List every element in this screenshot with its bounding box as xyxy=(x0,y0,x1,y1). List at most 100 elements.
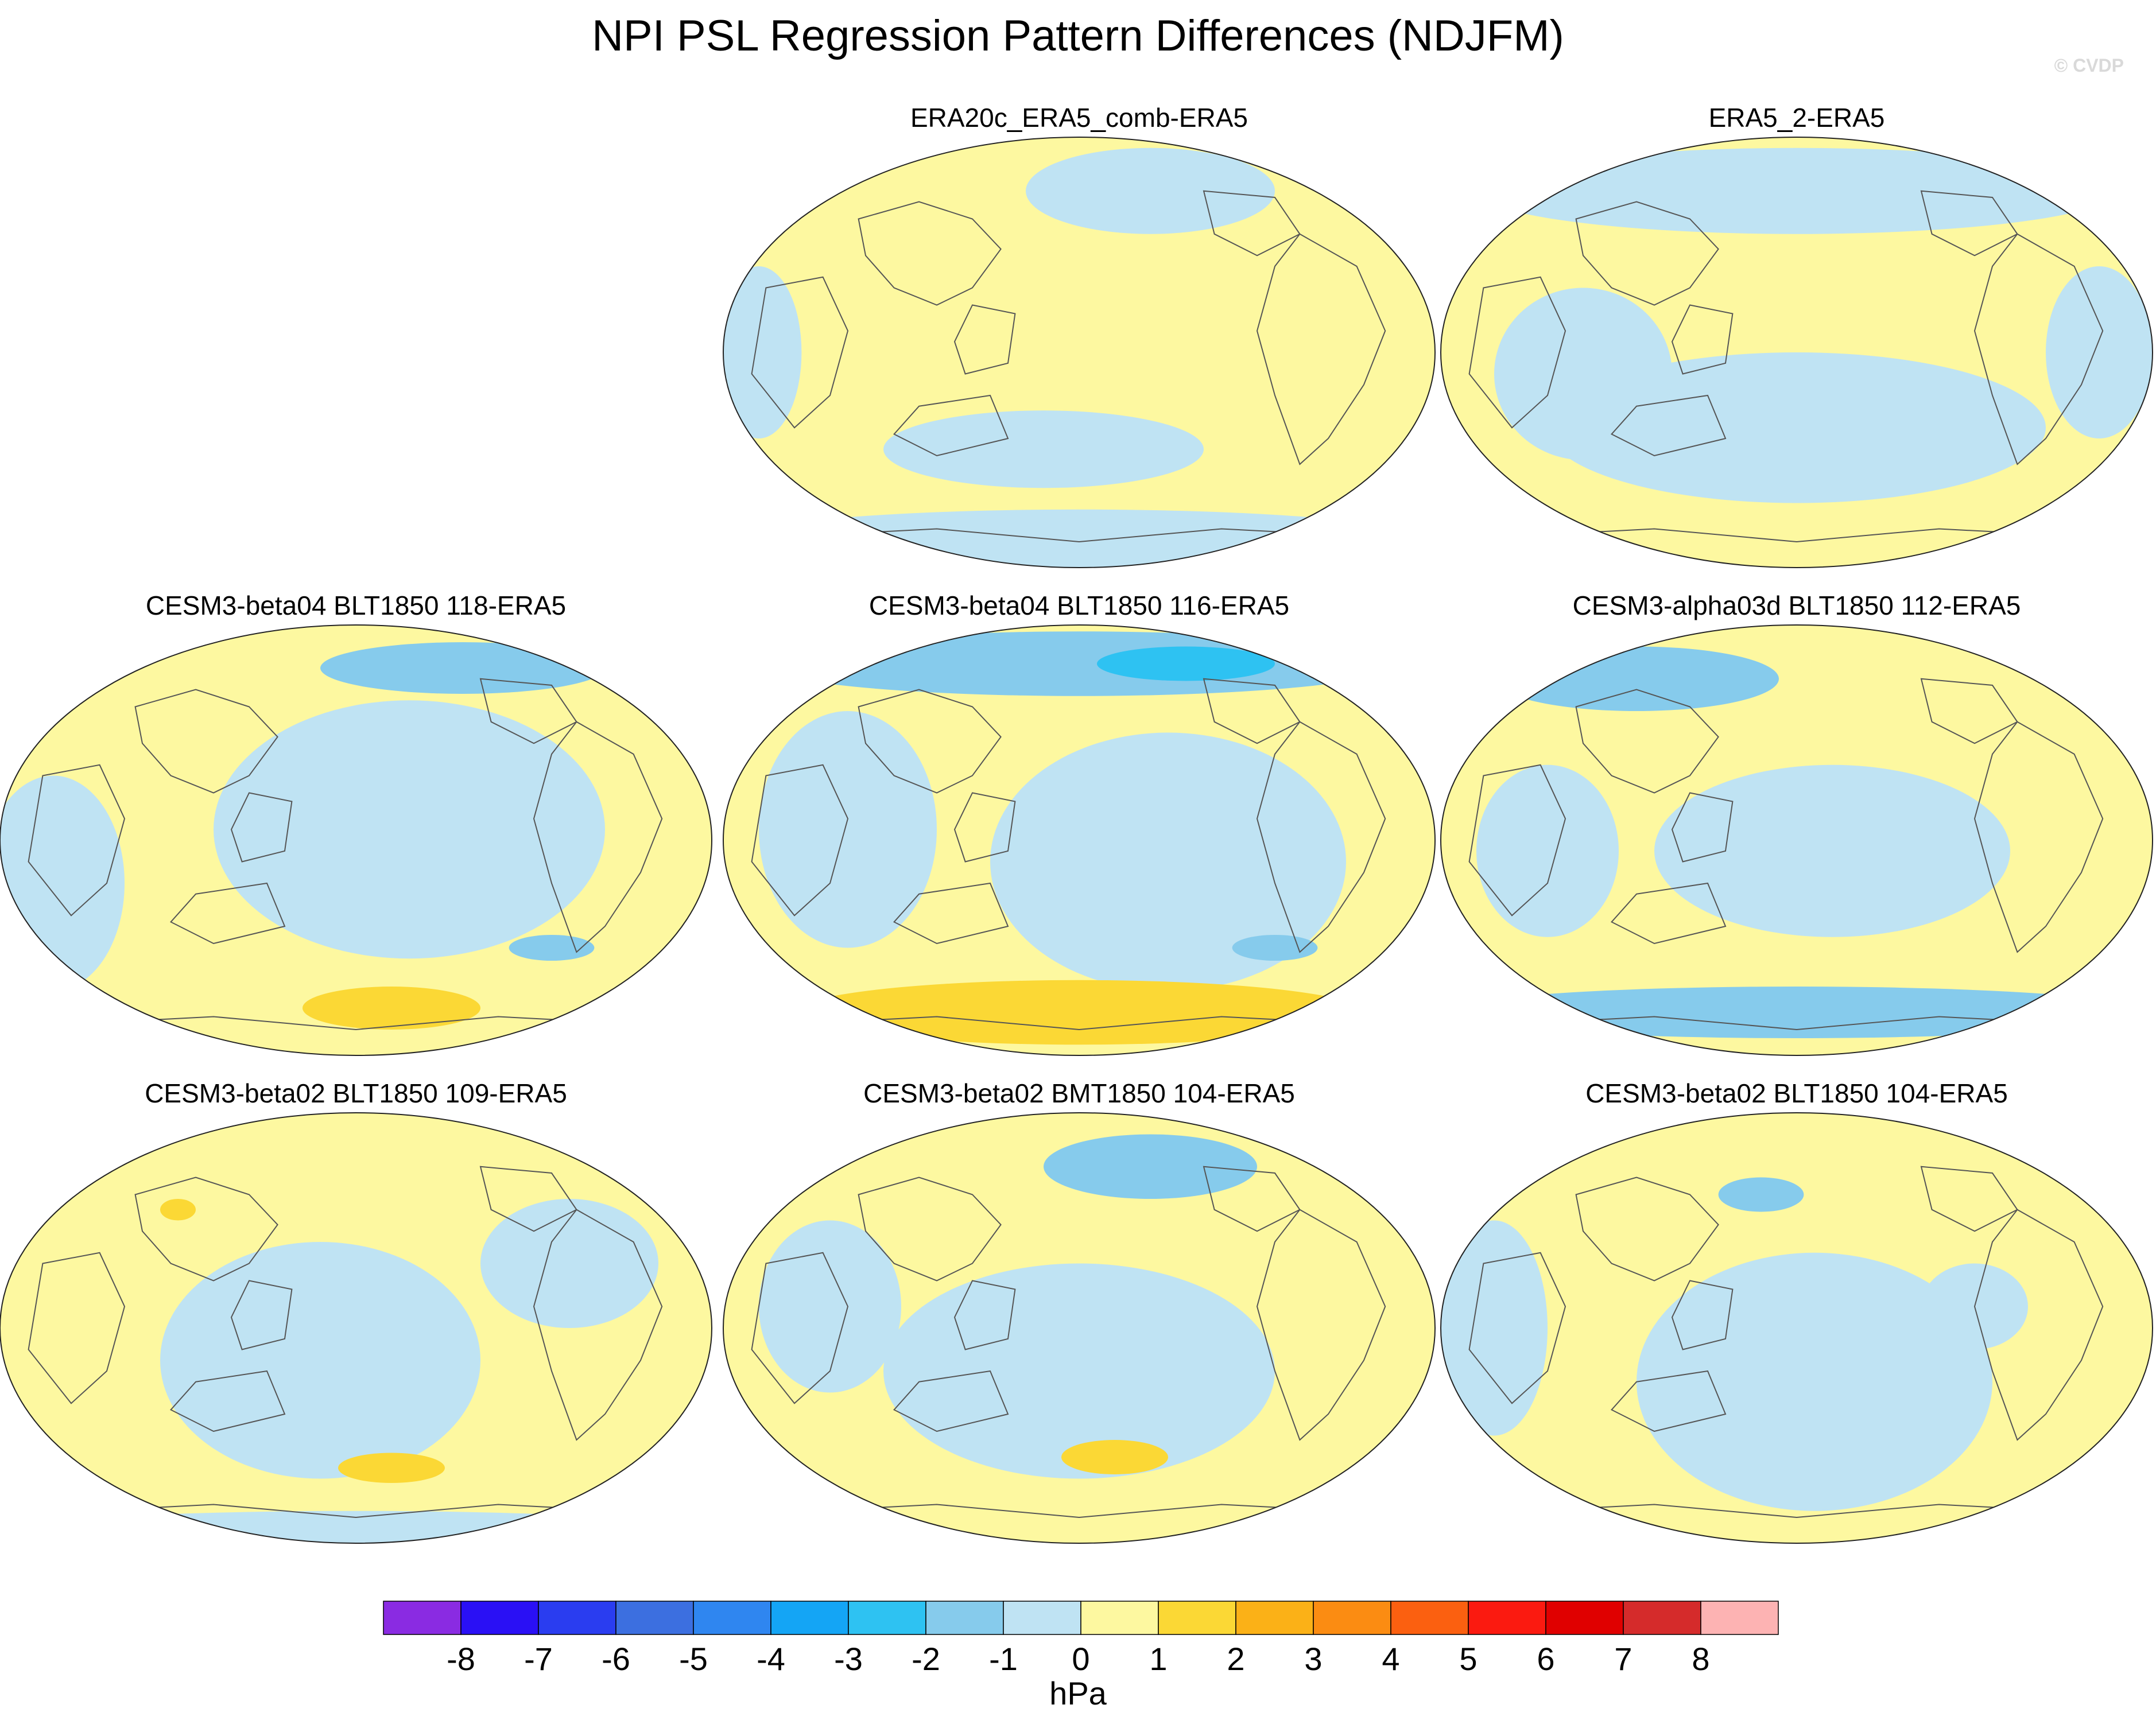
colorbar-swatch xyxy=(1623,1601,1701,1635)
anomaly-region xyxy=(338,1453,445,1483)
coastline xyxy=(953,304,1016,375)
coastline xyxy=(169,882,286,945)
coastline xyxy=(1529,1504,2064,1519)
coastline xyxy=(893,882,1009,945)
coastline xyxy=(134,689,278,794)
colorbar-swatch xyxy=(1158,1601,1236,1635)
coastline xyxy=(893,394,1009,457)
map-panel-7: CESM3-beta02 BMT1850 104-ERA5 xyxy=(723,1078,1436,1544)
coastline xyxy=(1468,764,1566,917)
colorbar-tick-label: -7 xyxy=(524,1641,553,1677)
anomaly-region xyxy=(883,1263,1275,1479)
coastline xyxy=(1203,678,1301,744)
anomaly-region xyxy=(1061,1440,1168,1474)
colorbar-swatch xyxy=(693,1601,771,1635)
panel-title: ERA20c_ERA5_comb-ERA5 xyxy=(910,103,1248,133)
coastline xyxy=(28,764,126,917)
anomaly-region xyxy=(1044,1134,1257,1199)
colorbar-swatch xyxy=(538,1601,616,1635)
anomaly-region xyxy=(990,732,1346,991)
panel-title: CESM3-beta04 BLT1850 116-ERA5 xyxy=(869,591,1289,620)
coastline xyxy=(858,201,1002,306)
coastline xyxy=(88,1016,623,1031)
colorbar-swatch xyxy=(615,1601,694,1635)
coastline xyxy=(479,678,577,744)
coastline xyxy=(751,1252,849,1404)
anomaly-region xyxy=(1476,764,1619,937)
coastline xyxy=(1671,792,1734,863)
coastline xyxy=(533,1209,663,1441)
coastline xyxy=(953,1280,1016,1350)
colorbar-swatch xyxy=(848,1601,926,1635)
colorbar-tick-label: 4 xyxy=(1382,1641,1399,1677)
anomaly-region xyxy=(1548,352,2046,503)
panel-title: CESM3-beta02 BMT1850 104-ERA5 xyxy=(863,1078,1295,1108)
colorbar-tick-label: -5 xyxy=(679,1641,708,1677)
map-border xyxy=(1440,1112,2153,1544)
anomaly-region xyxy=(1441,1220,1548,1436)
colorbar-swatch xyxy=(1235,1601,1314,1635)
coastline xyxy=(1529,528,2064,543)
coastline xyxy=(812,1016,1347,1031)
map-panel-5: CESM3-alpha03d BLT1850 112-ERA5 xyxy=(1440,591,2153,1056)
anomaly-region xyxy=(759,631,1399,696)
coastline xyxy=(812,528,1347,543)
coastline xyxy=(1610,1370,1727,1432)
coastline xyxy=(953,792,1016,863)
colorbar-tick-label: 6 xyxy=(1537,1641,1554,1677)
colorbar-swatch xyxy=(460,1601,539,1635)
coastline xyxy=(1973,721,2104,953)
coastline xyxy=(1671,1280,1734,1350)
anomaly-region xyxy=(1441,987,2153,1038)
map-border xyxy=(0,624,712,1056)
anomaly-region xyxy=(883,410,1204,488)
coastline xyxy=(1610,882,1727,945)
map-border xyxy=(0,1112,712,1544)
map-panel-8: CESM3-beta02 BLT1850 104-ERA5 xyxy=(1440,1078,2153,1544)
colorbar-tick-label: 7 xyxy=(1614,1641,1632,1677)
coastline xyxy=(1610,394,1727,457)
colorbar-tick-label: 1 xyxy=(1149,1641,1167,1677)
coastline xyxy=(1920,678,2018,744)
colorbar-units-label: hPa xyxy=(1049,1675,1107,1711)
anomaly-region xyxy=(1637,1252,1992,1511)
coastline xyxy=(751,276,849,429)
coastline xyxy=(230,1280,293,1350)
colorbar-swatch xyxy=(1080,1601,1159,1635)
colorbar-tick-label: -3 xyxy=(834,1641,863,1677)
coastline xyxy=(858,689,1002,794)
map-panel-2: ERA5_2-ERA5 xyxy=(1440,103,2153,568)
coastline xyxy=(812,1504,1347,1519)
coastline xyxy=(1529,1016,2064,1031)
coastline xyxy=(479,1166,577,1232)
anomaly-region xyxy=(214,700,605,959)
colorbar-tick-label: 8 xyxy=(1692,1641,1709,1677)
coastline xyxy=(1203,1166,1301,1232)
colorbar-tick-label: -2 xyxy=(912,1641,940,1677)
colorbar-swatch xyxy=(383,1601,462,1635)
colorbar-tick-label: 5 xyxy=(1459,1641,1477,1677)
coastline xyxy=(1575,689,1719,794)
coastline xyxy=(858,1176,1002,1282)
map-panel-6: CESM3-beta02 BLT1850 109-ERA5 xyxy=(0,1078,712,1544)
coastline xyxy=(1203,190,1301,257)
colorbar-swatch xyxy=(1313,1601,1391,1635)
coastline xyxy=(134,1176,278,1282)
anomaly-region xyxy=(1718,1177,1804,1212)
panel-title: ERA5_2-ERA5 xyxy=(1709,103,1885,133)
coastline xyxy=(1256,233,1386,465)
map-border xyxy=(1440,137,2153,568)
anomaly-region xyxy=(1026,147,1275,234)
panel-title: CESM3-beta04 BLT1850 118-ERA5 xyxy=(146,591,566,620)
colorbar-tick-label: 0 xyxy=(1072,1641,1089,1677)
coastline xyxy=(533,721,663,953)
panel-title: CESM3-beta02 BLT1850 104-ERA5 xyxy=(1585,1078,2008,1108)
figure-title: NPI PSL Regression Pattern Differences (… xyxy=(592,11,1564,60)
map-panels: ERA20c_ERA5_comb-ERA5 ERA5_2-ERA5 CESM3-be… xyxy=(0,103,2153,1544)
coastline xyxy=(1973,233,2104,465)
colorbar-tick-label: 3 xyxy=(1304,1641,1322,1677)
coastline xyxy=(1920,190,2018,257)
coastline xyxy=(1468,1252,1566,1404)
watermark: © CVDP xyxy=(2054,55,2124,76)
